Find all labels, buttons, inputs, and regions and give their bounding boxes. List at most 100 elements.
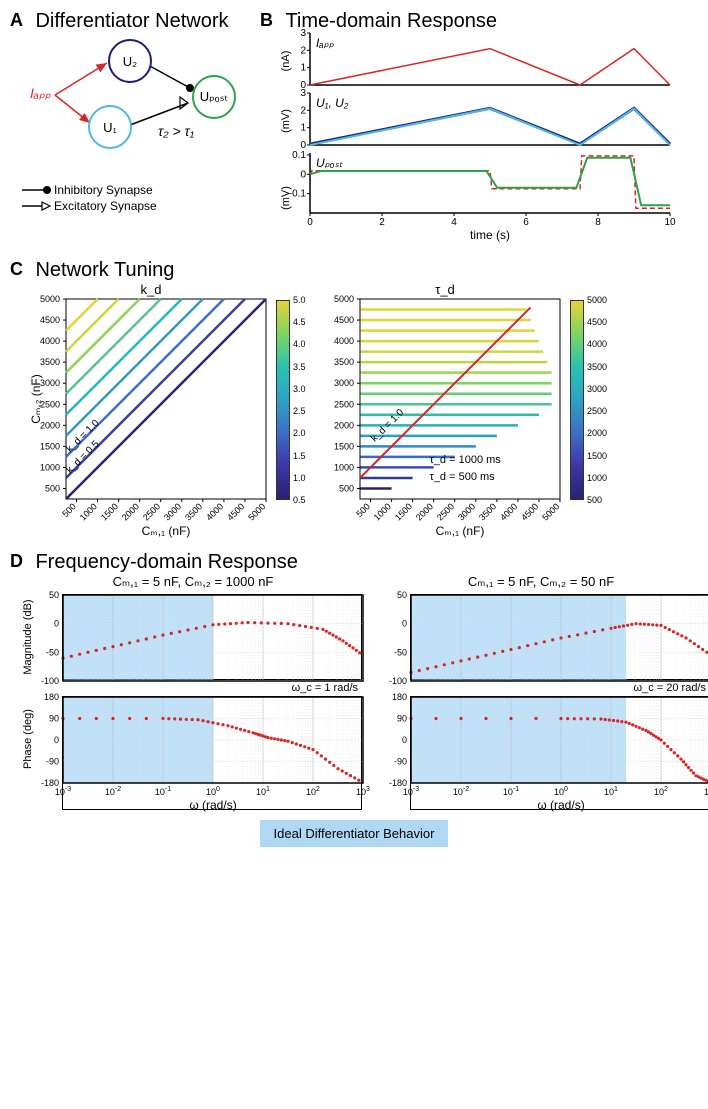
svg-text:3000: 3000 [334, 378, 354, 388]
panel-d: D Frequency-domain Response Cₘ,₁ = 5 nF,… [10, 551, 698, 847]
legend-inhib-text: Inhibitory Synapse [54, 183, 153, 197]
tau-relation: τ₂ > τ₁ [158, 123, 194, 139]
panel-c-label: C [10, 259, 23, 280]
panel-a-label: A [10, 10, 23, 31]
svg-text:180: 180 [392, 692, 407, 702]
bode-left: Cₘ,₁ = 5 nF, Cₘ,₂ = 1000 nF Magnitude (d… [24, 574, 362, 810]
svg-text:500: 500 [45, 483, 60, 493]
svg-text:-50: -50 [46, 647, 59, 657]
panel-b-label: B [260, 10, 273, 31]
svg-text:10-3: 10-3 [403, 786, 419, 797]
svg-text:50: 50 [397, 590, 407, 600]
svg-text:0.1: 0.1 [292, 150, 306, 161]
svg-text:Cₘ,₁ (nF): Cₘ,₁ (nF) [142, 524, 191, 538]
svg-text:2500: 2500 [141, 501, 162, 522]
svg-text:2500: 2500 [435, 501, 456, 522]
kd-heatmap: k_d 500500100010001500150020002000250025… [30, 282, 316, 539]
svg-text:4000: 4000 [334, 336, 354, 346]
svg-text:102: 102 [654, 786, 668, 797]
svg-text:0: 0 [54, 735, 59, 745]
svg-text:2000: 2000 [120, 501, 141, 522]
bode-right: Cₘ,₁ = 5 nF, Cₘ,₂ = 50 nF -100-50050 ω_c… [372, 574, 708, 810]
svg-text:5000: 5000 [40, 294, 60, 304]
svg-text:3000: 3000 [162, 501, 183, 522]
svg-text:4000: 4000 [40, 336, 60, 346]
excitatory-icon [20, 200, 54, 212]
svg-text:102: 102 [306, 786, 320, 797]
svg-text:4000: 4000 [498, 501, 519, 522]
svg-text:1500: 1500 [393, 501, 414, 522]
synapse-legend: Inhibitory Synapse Excitatory Synapse [20, 183, 260, 213]
svg-text:90: 90 [397, 714, 407, 724]
svg-text:Cₘ,₂ (nF): Cₘ,₂ (nF) [29, 374, 43, 423]
legend-excit-text: Excitatory Synapse [54, 199, 157, 213]
phase-plot: -180-90090180 10-310-210-1100101102103 ω… [410, 696, 708, 810]
panel-a: A Differentiator Network [10, 10, 260, 247]
svg-text:0: 0 [402, 619, 407, 629]
svg-text:100: 100 [554, 786, 568, 797]
svg-text:101: 101 [256, 786, 270, 797]
iapp-plot: (nA) 0123 Iₐₚₚ [310, 33, 698, 89]
svg-text:4500: 4500 [40, 315, 60, 325]
magnitude-plot: -100-50050 [62, 594, 362, 680]
svg-text:2500: 2500 [334, 399, 354, 409]
svg-text:2: 2 [379, 217, 385, 228]
ideal-diff-legend: Ideal Differentiator Behavior [260, 820, 449, 847]
inhibitory-icon [20, 184, 54, 196]
differentiator-diagram: Iₐₚₚ U₂ U₁ Uₚₒₛₜ τ₂ > τ₁ [30, 33, 260, 183]
svg-text:4500: 4500 [334, 315, 354, 325]
svg-text:5000: 5000 [334, 294, 354, 304]
panel-b: B Time-domain Response (nA) 0123 Iₐₚₚ (m… [260, 10, 698, 247]
svg-text:1500: 1500 [99, 501, 120, 522]
node-u2: U₂ [108, 39, 152, 83]
svg-text:10-3: 10-3 [55, 786, 71, 797]
u1u2-plot: (mV) 0123 U₁, U₂ [310, 93, 698, 149]
svg-text:2000: 2000 [334, 420, 354, 430]
svg-text:2: 2 [300, 105, 306, 116]
phase-plot: -180-90090180 10-310-210-1100101102103 ω… [62, 696, 362, 810]
svg-text:4000: 4000 [204, 501, 225, 522]
svg-text:3500: 3500 [40, 357, 60, 367]
svg-text:1500: 1500 [40, 441, 60, 451]
panel-b-title: Time-domain Response [285, 10, 497, 33]
svg-text:180: 180 [44, 692, 59, 702]
magnitude-plot: -100-50050 [410, 594, 708, 680]
svg-text:1500: 1500 [334, 441, 354, 451]
svg-text:1000: 1000 [78, 501, 99, 522]
svg-text:3500: 3500 [477, 501, 498, 522]
svg-text:6: 6 [523, 217, 529, 228]
svg-text:τ_d = 500 ms: τ_d = 500 ms [429, 471, 495, 483]
svg-text:103: 103 [704, 786, 708, 797]
svg-text:101: 101 [604, 786, 618, 797]
svg-text:1: 1 [300, 123, 306, 134]
svg-text:4500: 4500 [225, 501, 246, 522]
panel-a-title: Differentiator Network [35, 10, 228, 33]
svg-text:10: 10 [664, 217, 676, 228]
svg-text:1000: 1000 [372, 501, 393, 522]
svg-text:100: 100 [206, 786, 220, 797]
svg-text:0: 0 [402, 735, 407, 745]
svg-text:10-1: 10-1 [503, 786, 519, 797]
panel-d-label: D [10, 551, 23, 572]
svg-text:U₁, U₂: U₁, U₂ [316, 96, 349, 110]
svg-text:-90: -90 [46, 757, 59, 767]
svg-text:5000: 5000 [540, 501, 561, 522]
svg-text:0: 0 [307, 217, 313, 228]
svg-text:3: 3 [300, 28, 306, 39]
taud-heatmap: τ_d 500500100010001500150020002000250025… [324, 282, 614, 539]
svg-text:2: 2 [300, 45, 306, 56]
svg-text:3000: 3000 [456, 501, 477, 522]
svg-text:1: 1 [300, 63, 306, 74]
svg-text:3500: 3500 [183, 501, 204, 522]
svg-text:2000: 2000 [414, 501, 435, 522]
svg-text:ω (rad/s): ω (rad/s) [537, 798, 584, 812]
panel-c: C Network Tuning k_d 5005001000100015001… [10, 259, 698, 539]
svg-text:0: 0 [300, 169, 306, 180]
svg-text:3: 3 [300, 88, 306, 99]
svg-text:50: 50 [49, 590, 59, 600]
node-upost: Uₚₒₛₜ [192, 75, 236, 119]
svg-text:10-2: 10-2 [105, 786, 121, 797]
panel-c-title: Network Tuning [35, 259, 174, 282]
svg-text:Cₘ,₁ (nF): Cₘ,₁ (nF) [436, 524, 485, 538]
svg-text:1000: 1000 [334, 462, 354, 472]
